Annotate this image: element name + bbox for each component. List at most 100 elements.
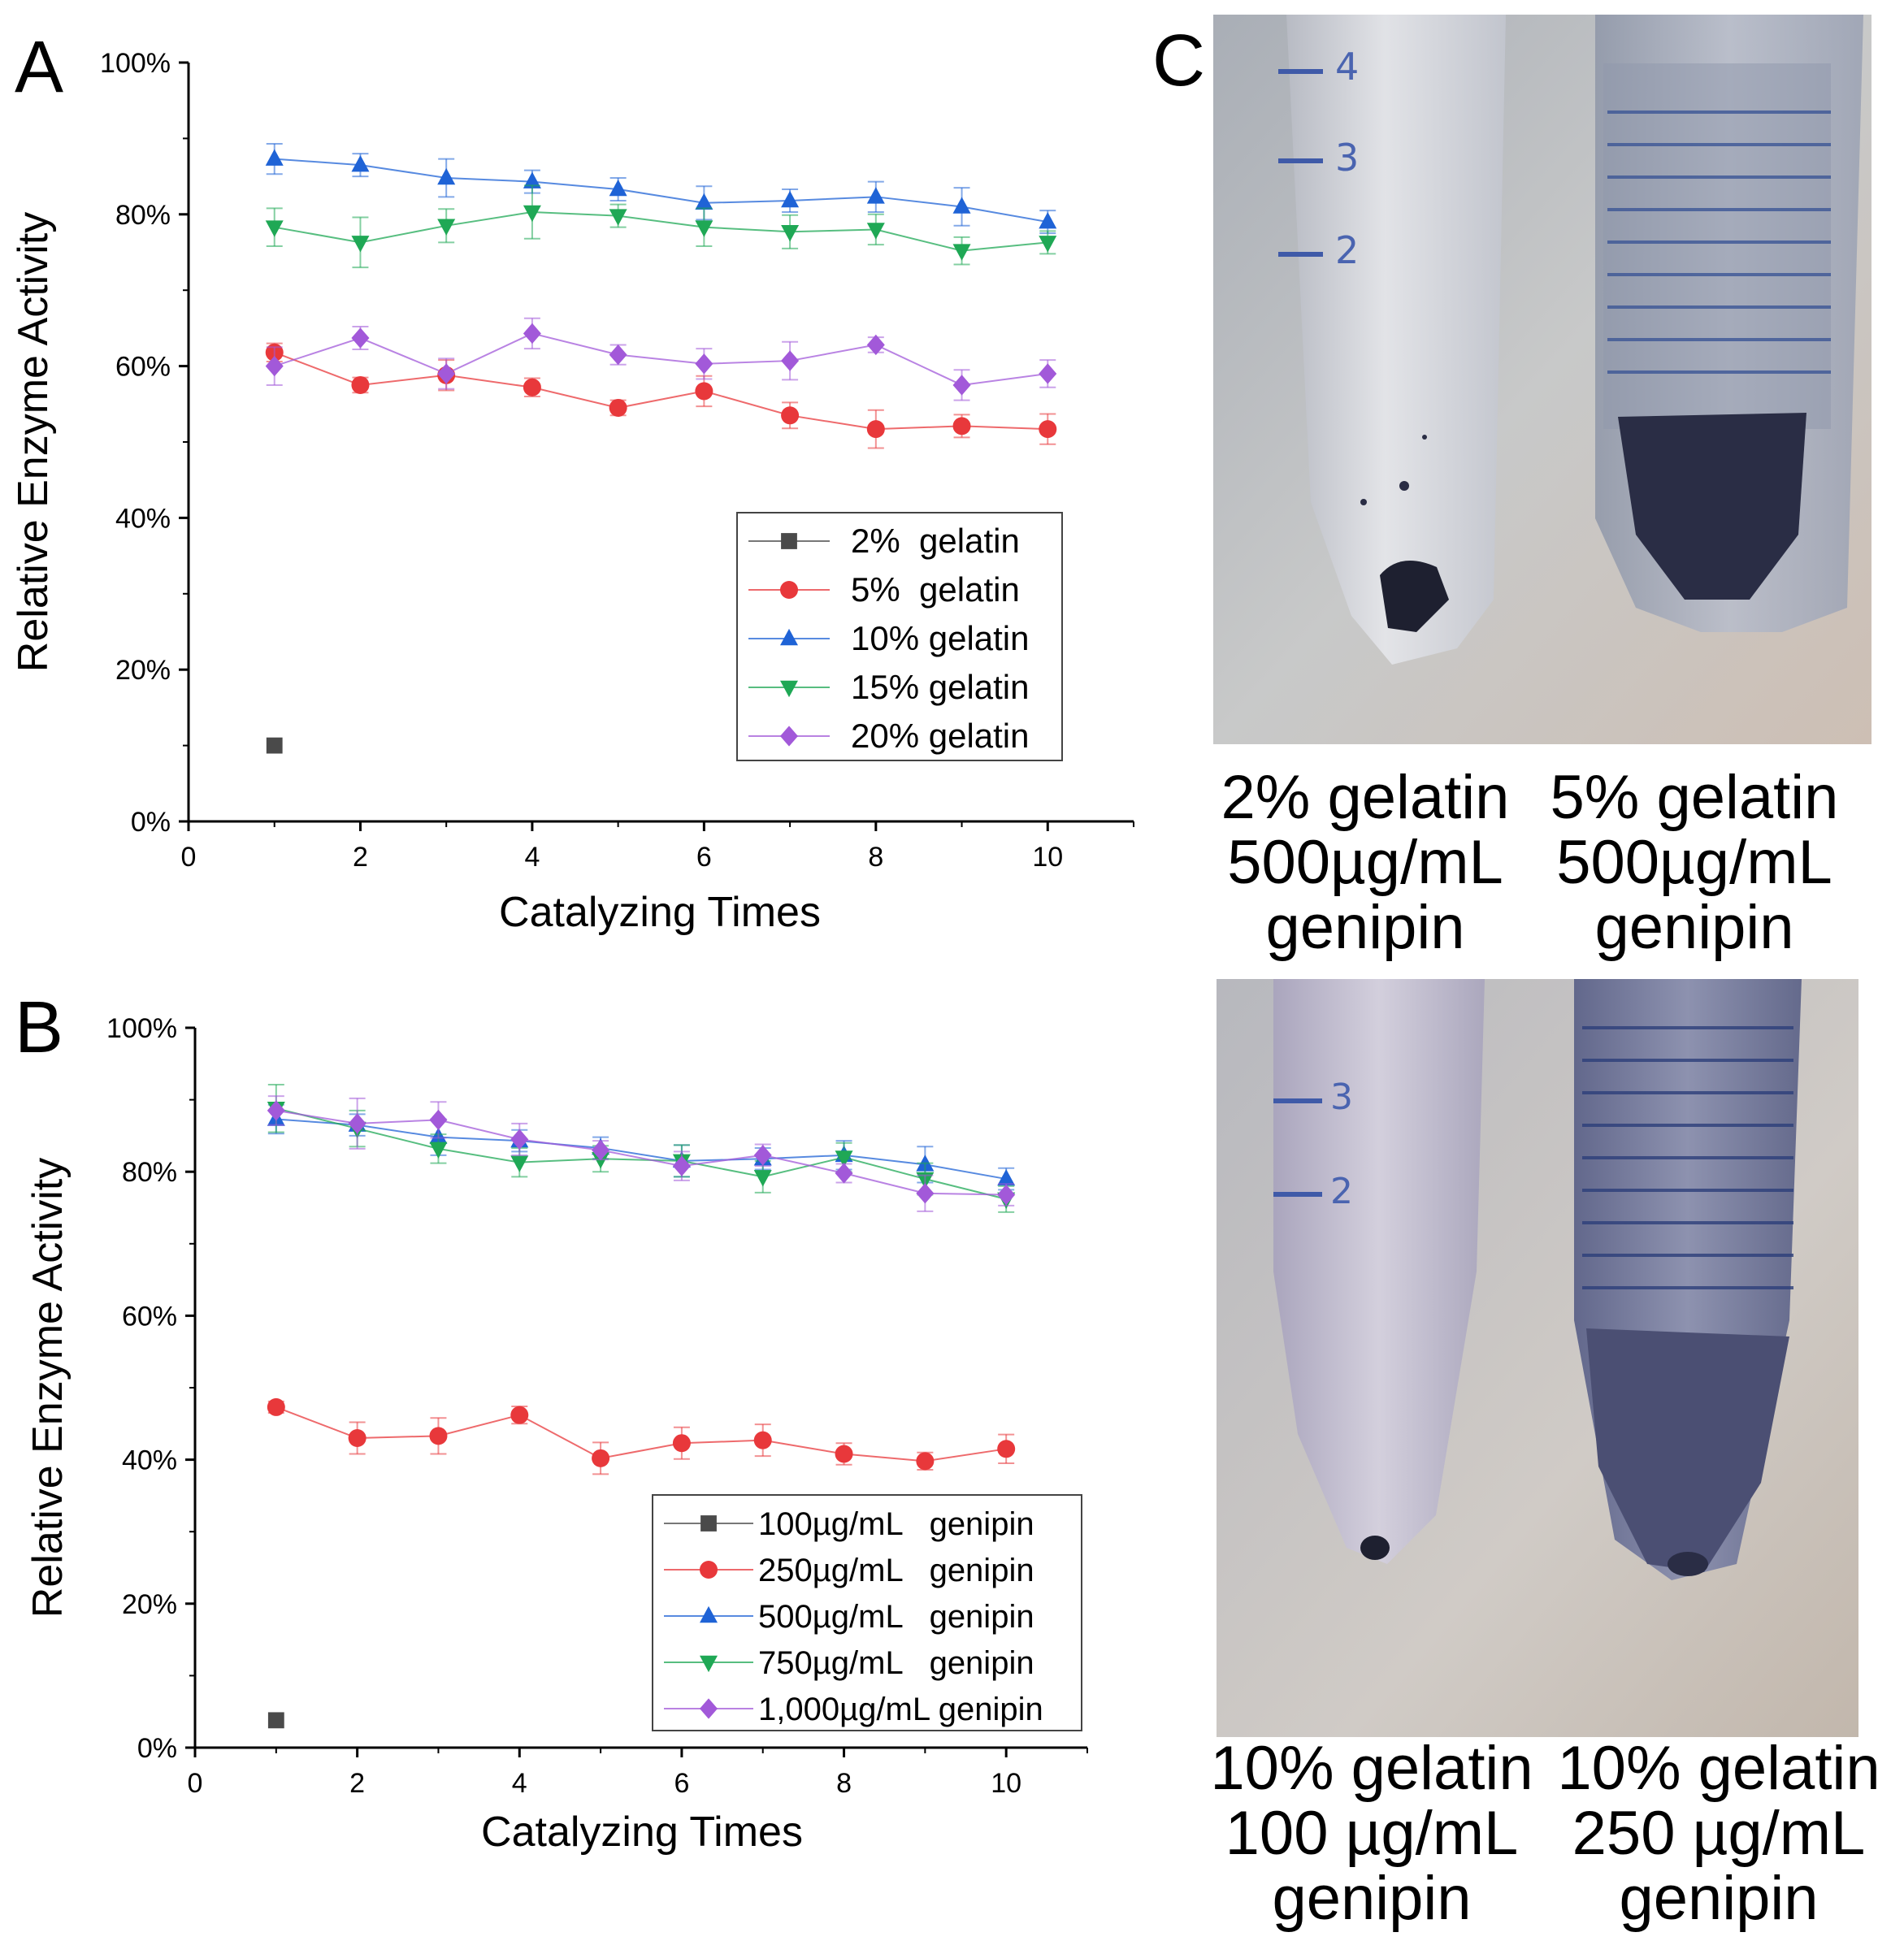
- caption-top-right-line3: genipin: [1594, 893, 1794, 962]
- chart-a-data-point: [351, 327, 370, 349]
- chart-b-series-0: [267, 1712, 284, 1729]
- chart-a-legend-marker: [780, 680, 798, 698]
- chart-b-series-1: [267, 1397, 1016, 1475]
- caption-bottom-left: 10% gelatin 100 µg/mL genipin: [1201, 1736, 1542, 1931]
- chart-a-data-point: [866, 334, 885, 356]
- chart-a-y-tick-label: 80%: [115, 200, 171, 231]
- chart-b-legend-marker: [700, 1605, 718, 1623]
- chart-b-data-point: [429, 1109, 448, 1131]
- panel-label-a: A: [15, 27, 64, 108]
- chart-a-data-point: [351, 236, 370, 253]
- chart-b-legend-label: 500µg/mL genipin: [758, 1599, 1034, 1635]
- chart-b-legend-label: 750µg/mL genipin: [758, 1645, 1034, 1681]
- photo-bottom-illustration: 3 2: [1217, 979, 1858, 1737]
- chart-a-series-line: [274, 332, 1048, 386]
- chart-a-data-point: [523, 323, 541, 344]
- chart-a-data-point: [952, 244, 971, 261]
- photo-top-tubes: 4 3 2: [1213, 15, 1871, 744]
- chart-a-legend-label: 5% gelatin: [851, 570, 1020, 609]
- chart-b-data-point: [997, 1440, 1016, 1458]
- chart-a-x-tick-label: 6: [696, 842, 712, 873]
- chart-a-legend-label: 15% gelatin: [851, 668, 1030, 706]
- chart-a-data-point: [781, 406, 800, 425]
- caption-top-right: 5% gelatin 500µg/mL genipin: [1540, 765, 1849, 960]
- chart-b-data-point: [835, 1150, 853, 1168]
- chart-a-x-tick-label: 2: [353, 842, 368, 873]
- chart-b-series-3: [267, 1083, 1016, 1213]
- chart-b-x-axis-label: Catalyzing Times: [481, 1809, 803, 1856]
- chart-b-legend-marker: [700, 1561, 718, 1579]
- chart-b-legend-marker: [700, 1515, 717, 1532]
- chart-a-data-point: [1039, 363, 1057, 384]
- chart-b-data-point: [267, 1712, 284, 1729]
- caption-top-left: 2% gelatin 500µg/mL genipin: [1211, 765, 1520, 960]
- chart-a-y-tick-label: 60%: [115, 352, 171, 383]
- chart-b-data-point: [267, 1100, 285, 1121]
- tube-mark-4: 4: [1335, 45, 1359, 89]
- chart-b-data-point: [835, 1445, 853, 1463]
- caption-bottom-right: 10% gelatin 250 µg/mL genipin: [1548, 1736, 1889, 1931]
- tube-mark-2: 2: [1335, 228, 1359, 272]
- chart-a-data-point: [1039, 212, 1057, 229]
- chart-a-y-tick-label: 0%: [131, 807, 171, 838]
- chart-a-data-point: [609, 179, 627, 197]
- chart-a-data-point: [781, 350, 800, 371]
- caption-bottom-left-line1: 10% gelatin: [1210, 1734, 1533, 1803]
- chart-a-data-point: [695, 220, 713, 237]
- chart-b-legend-label: 1,000µg/mL genipin: [758, 1692, 1043, 1727]
- chart-a-data-point: [265, 149, 284, 166]
- chart-a-data-point: [437, 167, 456, 185]
- panel-label-b: B: [15, 987, 64, 1068]
- chart-a-data-point: [695, 353, 713, 375]
- caption-bottom-left-line3: genipin: [1272, 1864, 1472, 1933]
- chart-b-data-point: [753, 1431, 772, 1449]
- caption-top-right-line2: 500µg/mL: [1556, 828, 1832, 897]
- tube-graduation-marks-bottom: 3 2: [1273, 1077, 1353, 1212]
- chart-b-series-line: [275, 1118, 1007, 1181]
- caption-bottom-right-line1: 10% gelatin: [1557, 1734, 1880, 1803]
- chart-b-series-2: [267, 1103, 1016, 1191]
- chart-b-data-point: [997, 1184, 1016, 1206]
- caption-top-right-line1: 5% gelatin: [1550, 763, 1839, 832]
- chart-b-data-point: [997, 1168, 1016, 1186]
- chart-a-x-axis-label: Catalyzing Times: [499, 889, 821, 936]
- chart-b: 0% 20% 40% 60% 80% 100% 0 2 4 6 8 10 Relative Enzyme…: [24, 1013, 1088, 1856]
- chart-b-x-tick-label: 8: [836, 1768, 852, 1799]
- chart-a-y-axis-label: Relative Enzyme Activity: [10, 212, 57, 672]
- chart-a-data-point: [609, 209, 627, 226]
- chart-b-data-point: [348, 1429, 366, 1448]
- chart-b-x-tick-label: 0: [188, 1768, 203, 1799]
- chart-a-y-tick-label: 100%: [100, 48, 171, 79]
- chart-a-data-point: [609, 398, 627, 417]
- chart-b-y-tick-label: 60%: [122, 1301, 177, 1332]
- chart-a-data-point: [1039, 236, 1057, 253]
- chart-b-data-point: [916, 1183, 935, 1204]
- chart-a: 0% 20% 40% 60% 80% 100% 0 2 4 6 8 10 Relative Enzyme…: [10, 48, 1134, 936]
- chart-b-y-tick-label: 0%: [137, 1733, 177, 1764]
- chart-a-series-0: [266, 737, 283, 754]
- chart-a-data-point: [781, 225, 800, 242]
- chart-a-x-tick-label: 10: [1032, 842, 1063, 873]
- chart-b-legend-marker: [700, 1698, 718, 1719]
- chart-a-data-point: [523, 378, 541, 396]
- chart-a-legend-marker: [780, 726, 798, 747]
- chart-a-data-point: [1039, 420, 1057, 439]
- chart-a-data-point: [952, 375, 971, 396]
- chart-a-x-tick-label: 4: [524, 842, 540, 873]
- chart-b-series-line: [275, 1107, 1007, 1200]
- chart-a-legend: 2% gelatin 5% gelatin 10% gelatin 15% gelat…: [736, 512, 1063, 761]
- chart-b-data-point: [835, 1163, 853, 1184]
- chart-a-x-tick-label: 0: [181, 842, 197, 873]
- chart-a-series-3: [265, 184, 1057, 269]
- chart-b-legend-marker: [700, 1655, 718, 1673]
- chart-a-data-point: [866, 187, 885, 204]
- chart-b-x-tick-label: 10: [991, 1768, 1021, 1799]
- chart-a-data-point: [265, 220, 284, 237]
- chart-b-series-4: [267, 1095, 1016, 1212]
- chart-a-series-line: [274, 351, 1048, 431]
- chart-b-y-tick-label: 20%: [122, 1589, 177, 1620]
- chart-b-data-point: [672, 1434, 691, 1453]
- caption-top-left-line3: genipin: [1265, 893, 1465, 962]
- chart-a-series-line: [274, 210, 1048, 252]
- caption-top-left-line2: 500µg/mL: [1227, 828, 1503, 897]
